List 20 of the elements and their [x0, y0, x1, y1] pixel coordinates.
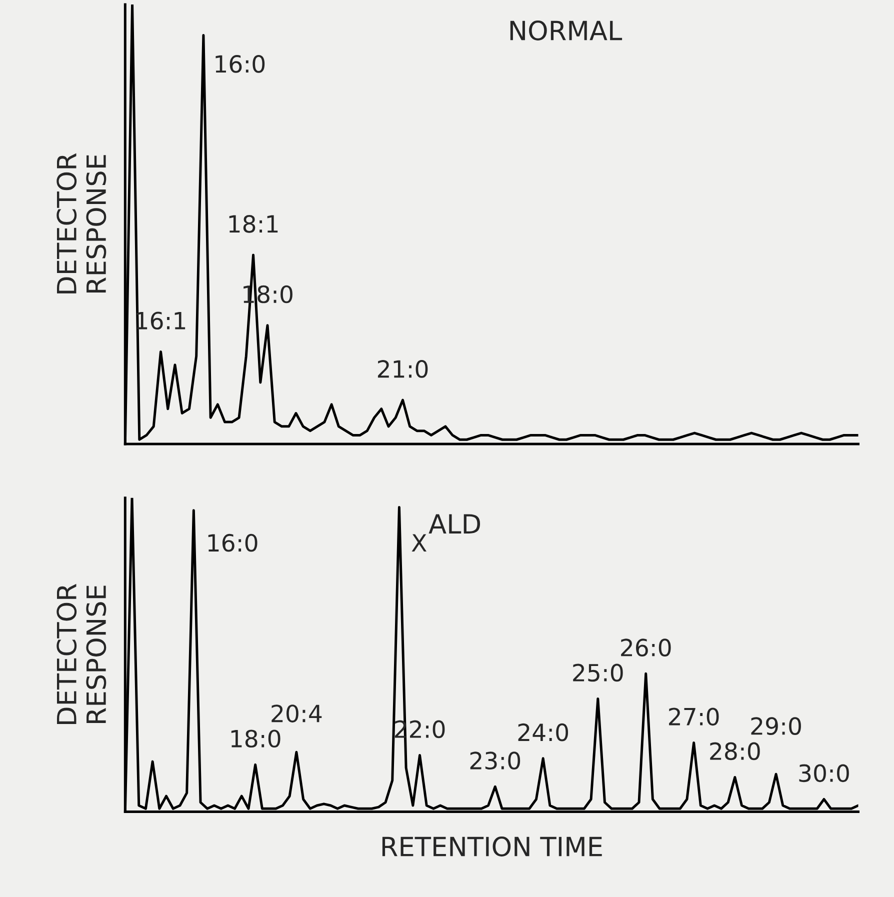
annotation: 24:0	[518, 723, 568, 742]
annotation: 23:0	[470, 752, 520, 770]
annotation: X	[412, 534, 426, 552]
annotation: 21:0	[378, 360, 428, 378]
chart-title: ALD	[428, 514, 480, 534]
annotation: 18:0	[231, 730, 280, 748]
annotation: 29:0	[751, 717, 801, 735]
annotation: 30:0	[799, 764, 849, 782]
annotation: 26:0	[621, 638, 671, 657]
annotation: 28:0	[710, 742, 760, 760]
annotation: 20:4	[272, 704, 322, 722]
annotation: 27:0	[669, 708, 719, 726]
y-axis-title: DETECTOR RESPONSE	[56, 584, 106, 724]
annotation: 25:0	[573, 664, 623, 682]
chart-title: NORMAL	[510, 20, 622, 40]
annotation: 18:1	[229, 215, 278, 233]
y-axis-title: DETECTOR RESPONSE	[56, 153, 106, 294]
annotation: 16:0	[208, 534, 258, 552]
annotation: 16:0	[216, 55, 265, 73]
x-axis-title: RETENTION TIME	[382, 836, 602, 857]
